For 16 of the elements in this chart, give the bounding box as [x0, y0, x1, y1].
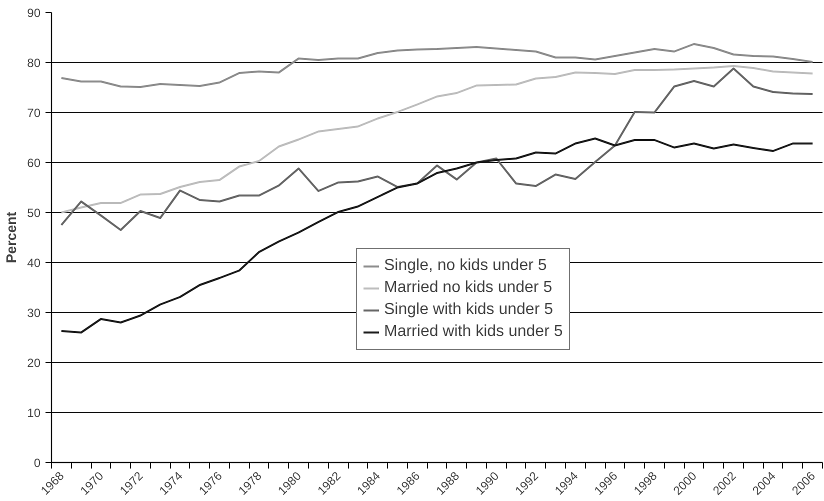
legend-label: Single with kids under 5	[384, 300, 553, 320]
y-tick-label: 40	[27, 256, 41, 270]
y-tick-label: 10	[27, 406, 41, 420]
y-tick-label: 30	[27, 306, 41, 320]
y-tick-label: 60	[27, 156, 41, 170]
y-tick-label: 90	[27, 6, 41, 20]
y-tick-label: 70	[27, 106, 41, 120]
y-tick-label: 50	[27, 206, 41, 220]
legend-label: Single, no kids under 5	[384, 256, 547, 276]
legend-label: Married no kids under 5	[384, 278, 552, 298]
y-tick-label: 80	[27, 56, 41, 70]
y-tick-label: 20	[27, 356, 41, 370]
line-series	[60, 43, 814, 88]
y-axis-title: Percent	[3, 211, 20, 264]
legend-label: Married with kids under 5	[384, 322, 563, 342]
y-tick-label: 0	[34, 456, 41, 470]
